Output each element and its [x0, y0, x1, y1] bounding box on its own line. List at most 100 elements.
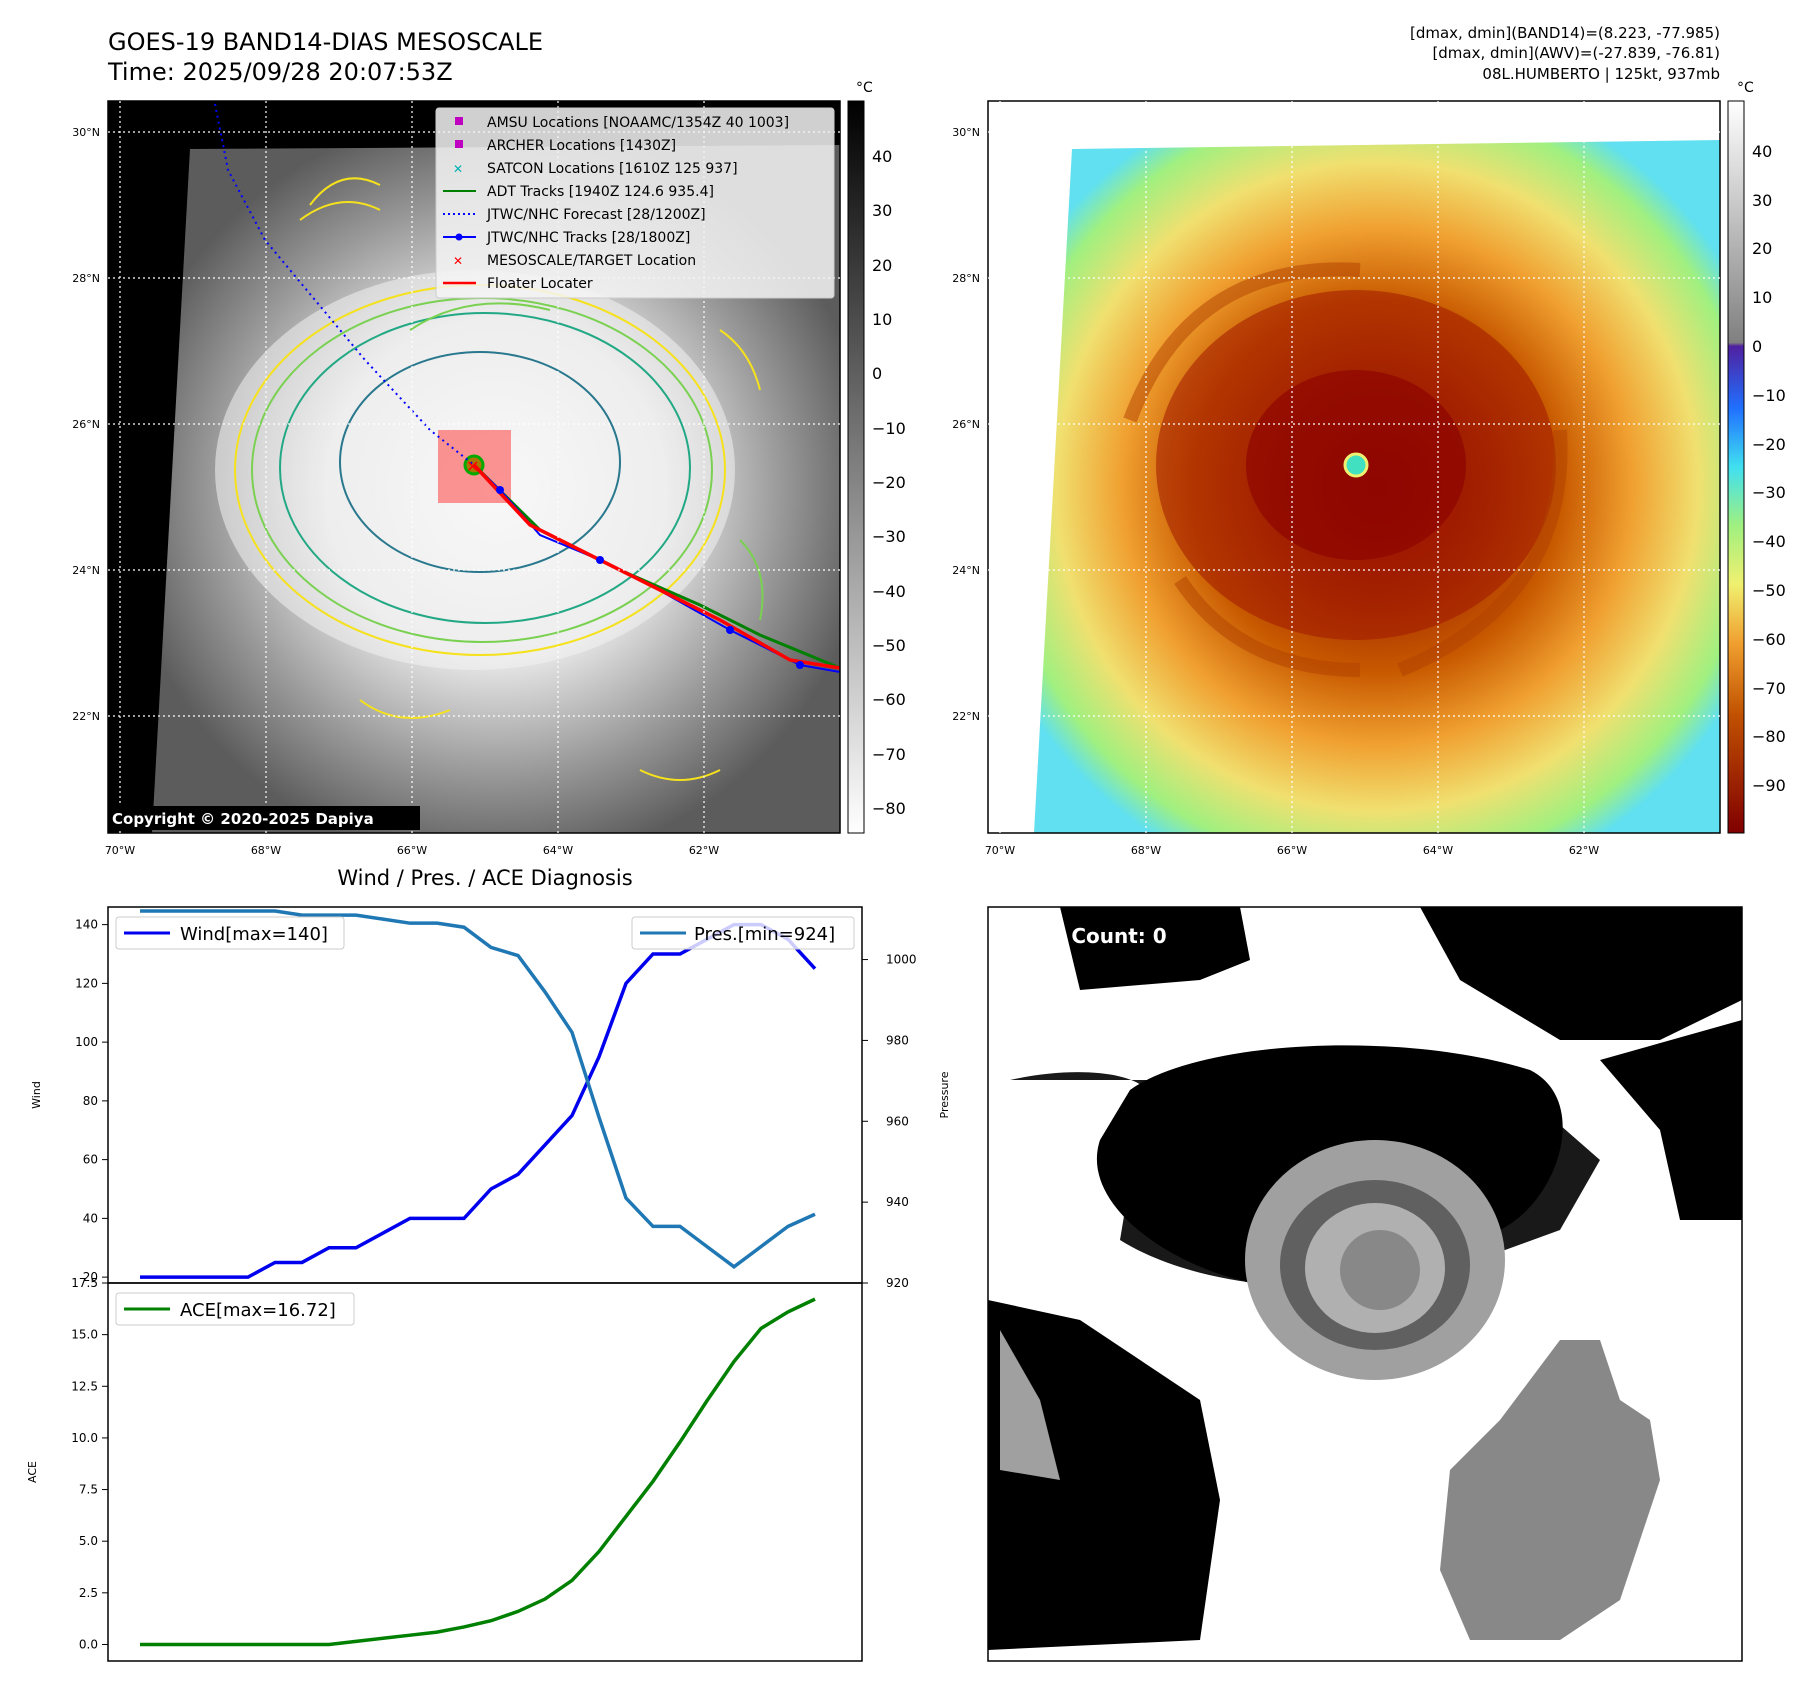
- legend-marker-archer: [455, 140, 463, 148]
- ir-map-lon-labels: 70°W 68°W 66°W 64°W 62°W: [105, 844, 719, 857]
- legend-item: SATCON Locations [1610Z 125 937]: [487, 161, 738, 177]
- lon-label: 68°W: [1131, 844, 1161, 857]
- color-map-lon-labels: 70°W 68°W 66°W 64°W 62°W: [985, 844, 1599, 857]
- colorbar-right: [1727, 100, 1745, 834]
- pressure-axis-label: Pressure: [938, 1071, 951, 1118]
- cbar-tick: −60: [872, 690, 906, 709]
- cbar-tick: 10: [1752, 288, 1772, 307]
- cbar-tick: −30: [1752, 483, 1786, 502]
- ace-tick-label: 7.5: [79, 1483, 98, 1497]
- pressure-tick-label: 960: [886, 1114, 909, 1128]
- color-map-lat-labels: 30°N 28°N 26°N 24°N 22°N: [952, 126, 980, 723]
- wind-axis-label: Wind: [30, 1081, 43, 1109]
- legend-item: AMSU Locations [NOAAMC/1354Z 40 1003]: [487, 115, 789, 131]
- legend-marker-tracks: [443, 233, 476, 241]
- ace-tick-label: 5.0: [79, 1534, 98, 1548]
- pressure-legend-label: Pres.[min=924]: [694, 924, 835, 945]
- lon-label: 68°W: [251, 844, 281, 857]
- ace-axes: [107, 1282, 863, 1662]
- lat-label: 30°N: [72, 126, 100, 139]
- cbar-tick: −40: [872, 582, 906, 601]
- wmg-frame: [987, 906, 1743, 1662]
- cbar-tick: 40: [1752, 142, 1772, 161]
- legend-marker-target: ✕: [453, 254, 463, 268]
- cbar-tick: −10: [1752, 386, 1786, 405]
- wind-tick-label: 80: [83, 1094, 98, 1108]
- info-line2: [dmax, dmin](AWV)=(-27.839, -76.81): [1432, 44, 1720, 62]
- cbar-tick: −20: [872, 473, 906, 492]
- ir-map-lat-labels: 30°N 28°N 26°N 24°N 22°N: [72, 126, 100, 723]
- cbar-tick: 0: [1752, 337, 1762, 356]
- title-line2: Time: 2025/09/28 20:07:53Z: [107, 58, 453, 86]
- lon-label: 62°W: [1569, 844, 1599, 857]
- title-line1: GOES-19 BAND14-DIAS MESOSCALE: [108, 28, 543, 56]
- legend-marker-amsu: [455, 117, 463, 125]
- color-map-frame: [987, 100, 1721, 834]
- wind-tick-label: 140: [75, 918, 98, 932]
- legend-item: JTWC/NHC Forecast [28/1200Z]: [486, 207, 706, 223]
- ace-legend: ACE[max=16.72]: [115, 1292, 355, 1326]
- lon-label: 66°W: [1277, 844, 1307, 857]
- wind-legend: Wind[max=140]: [115, 916, 345, 950]
- lat-label: 28°N: [72, 272, 100, 285]
- legend-item: Floater Locater: [487, 276, 593, 292]
- cbar-tick: 30: [1752, 191, 1772, 210]
- cbar-tick: −40: [1752, 532, 1786, 551]
- cbar-tick: −50: [872, 636, 906, 655]
- ace-tick-label: 10.0: [71, 1431, 98, 1445]
- cbar-tick: −60: [1752, 630, 1786, 649]
- colorbar-right-unit: °C: [1737, 80, 1754, 96]
- lat-label: 22°N: [952, 710, 980, 723]
- cbar-tick: 0: [872, 364, 882, 383]
- wind-series-line: [140, 922, 817, 1279]
- diagnosis-title: Wind / Pres. / ACE Diagnosis: [337, 866, 632, 890]
- wind-pressure-axes: [107, 906, 863, 1284]
- wind-tick-label: 40: [83, 1211, 98, 1225]
- legend-item: JTWC/NHC Tracks [28/1800Z]: [486, 230, 690, 246]
- cbar-tick: −70: [1752, 679, 1786, 698]
- lon-label: 62°W: [689, 844, 719, 857]
- info-line3: 08L.HUMBERTO | 125kt, 937mb: [1482, 65, 1720, 83]
- lat-label: 24°N: [72, 564, 100, 577]
- lon-label: 70°W: [985, 844, 1015, 857]
- cbar-tick: −80: [1752, 727, 1786, 746]
- cbar-tick: −20: [1752, 435, 1786, 454]
- cbar-tick: −70: [872, 745, 906, 764]
- cbar-tick: 40: [872, 147, 892, 166]
- wind-tick-label: 100: [75, 1035, 98, 1049]
- lat-label: 26°N: [72, 418, 100, 431]
- ace-tick-label: 12.5: [71, 1379, 98, 1393]
- wmg-panel: [988, 907, 1742, 1661]
- wind-legend-label: Wind[max=140]: [180, 924, 328, 945]
- wind-tick-label: 60: [83, 1153, 98, 1167]
- cbar-tick: 30: [872, 201, 892, 220]
- ace-tick-label: 15.0: [71, 1328, 98, 1342]
- ace-legend-label: ACE[max=16.72]: [180, 1300, 336, 1321]
- pressure-series-line: [140, 909, 816, 1270]
- ir-map-frame: [107, 100, 841, 834]
- pressure-tick-label: 940: [886, 1195, 909, 1209]
- cbar-tick: −10: [872, 419, 906, 438]
- copyright-text: Copyright © 2020-2025 Dapiya: [112, 810, 374, 828]
- ace-tick-label: 17.5: [71, 1276, 98, 1290]
- legend-marker-satcon: ✕: [453, 162, 463, 176]
- lat-label: 22°N: [72, 710, 100, 723]
- legend-item: ARCHER Locations [1430Z]: [487, 138, 676, 154]
- lon-label: 70°W: [105, 844, 135, 857]
- ir-color-map: [988, 101, 1720, 833]
- colorbar-left-unit: °C: [856, 80, 873, 96]
- wind-tick-label: 20: [83, 1270, 98, 1284]
- ace-chart: ACE 0.0 2.5 5.0 7.5 10.0 12.5 15.0 17.5 ACE[max…: [26, 1276, 863, 1662]
- info-line1: [dmax, dmin](BAND14)=(8.223, -77.985): [1410, 24, 1720, 42]
- wind-tick-label: 120: [75, 976, 98, 990]
- ace-axis-label: ACE: [26, 1461, 39, 1483]
- lon-label: 64°W: [543, 844, 573, 857]
- lat-label: 28°N: [952, 272, 980, 285]
- legend-item: MESOSCALE/TARGET Location: [487, 253, 696, 269]
- cbar-tick: 20: [1752, 239, 1772, 258]
- svg-text:✕: ✕: [466, 457, 479, 476]
- pressure-legend: Pres.[min=924]: [631, 916, 855, 950]
- lat-label: 30°N: [952, 126, 980, 139]
- colorbar-left-ticks: 40 30 20 10 0 −10 −20 −30 −40 −50 −60 −7…: [872, 147, 906, 818]
